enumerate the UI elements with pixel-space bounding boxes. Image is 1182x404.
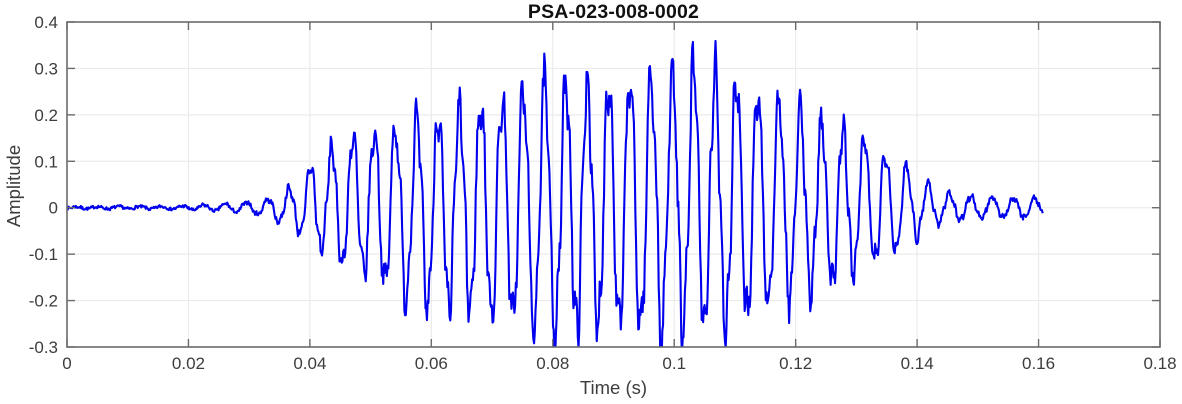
- x-tick-label: 0.14: [901, 354, 934, 373]
- x-axis-label: Time (s): [579, 377, 648, 398]
- axes-box: [66, 21, 1161, 348]
- y-tick-label: 0.1: [34, 152, 58, 171]
- chart-title: PSA-023-008-0002: [527, 1, 700, 23]
- y-tick-label: 0.4: [34, 13, 58, 32]
- y-tick-label: 0.2: [34, 106, 58, 125]
- x-tick-label: 0.02: [172, 354, 205, 373]
- x-tick-label: 0.04: [293, 354, 326, 373]
- x-tick-label: 0.12: [779, 354, 812, 373]
- x-tick-label: 0.1: [662, 354, 686, 373]
- x-tick-label: 0.18: [1143, 354, 1176, 373]
- y-tick-label: 0.3: [34, 59, 58, 78]
- x-tick-label: 0.08: [536, 354, 569, 373]
- y-tick-label: -0.1: [29, 245, 58, 264]
- y-tick-label: -0.2: [29, 292, 58, 311]
- x-tick-label: 0.06: [415, 354, 448, 373]
- y-axis-label: Amplitude: [3, 144, 24, 228]
- x-tick-label: 0: [62, 354, 71, 373]
- x-tick-label: 0.16: [1022, 354, 1055, 373]
- signal-waveform: [67, 39, 1044, 347]
- y-tick-label: -0.3: [29, 338, 58, 357]
- y-tick-label: 0: [49, 199, 58, 218]
